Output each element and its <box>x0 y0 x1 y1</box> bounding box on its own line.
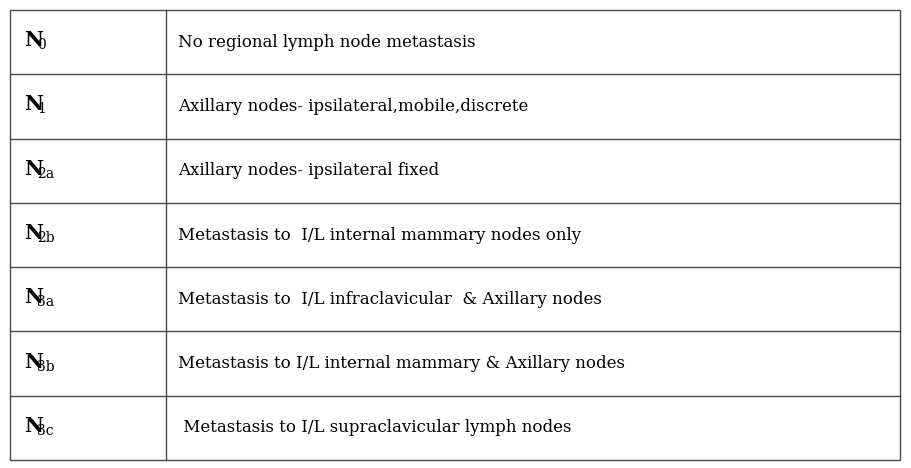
Text: N: N <box>24 95 43 115</box>
Text: N: N <box>24 416 43 436</box>
Text: Metastasis to  I/L internal mammary nodes only: Metastasis to I/L internal mammary nodes… <box>178 227 580 243</box>
Text: Metastasis to  I/L infraclavicular  & Axillary nodes: Metastasis to I/L infraclavicular & Axil… <box>178 291 601 308</box>
Text: 3a: 3a <box>37 295 54 309</box>
Text: 3b: 3b <box>37 359 55 373</box>
Text: Axillary nodes- ipsilateral,mobile,discrete: Axillary nodes- ipsilateral,mobile,discr… <box>178 98 527 115</box>
Text: 2a: 2a <box>37 167 54 181</box>
Text: 0: 0 <box>37 38 46 52</box>
Text: N: N <box>24 30 43 50</box>
Text: 3c: 3c <box>37 424 54 438</box>
Text: N: N <box>24 287 43 307</box>
Text: N: N <box>24 223 43 243</box>
Text: No regional lymph node metastasis: No regional lymph node metastasis <box>178 34 475 51</box>
Text: Metastasis to I/L internal mammary & Axillary nodes: Metastasis to I/L internal mammary & Axi… <box>178 355 624 372</box>
Text: 1: 1 <box>37 102 46 117</box>
Text: Axillary nodes- ipsilateral fixed: Axillary nodes- ipsilateral fixed <box>178 162 438 179</box>
Text: N: N <box>24 351 43 372</box>
Text: 2b: 2b <box>37 231 55 245</box>
Text: N: N <box>24 159 43 179</box>
Text: Metastasis to I/L supraclavicular lymph nodes: Metastasis to I/L supraclavicular lymph … <box>178 419 570 436</box>
